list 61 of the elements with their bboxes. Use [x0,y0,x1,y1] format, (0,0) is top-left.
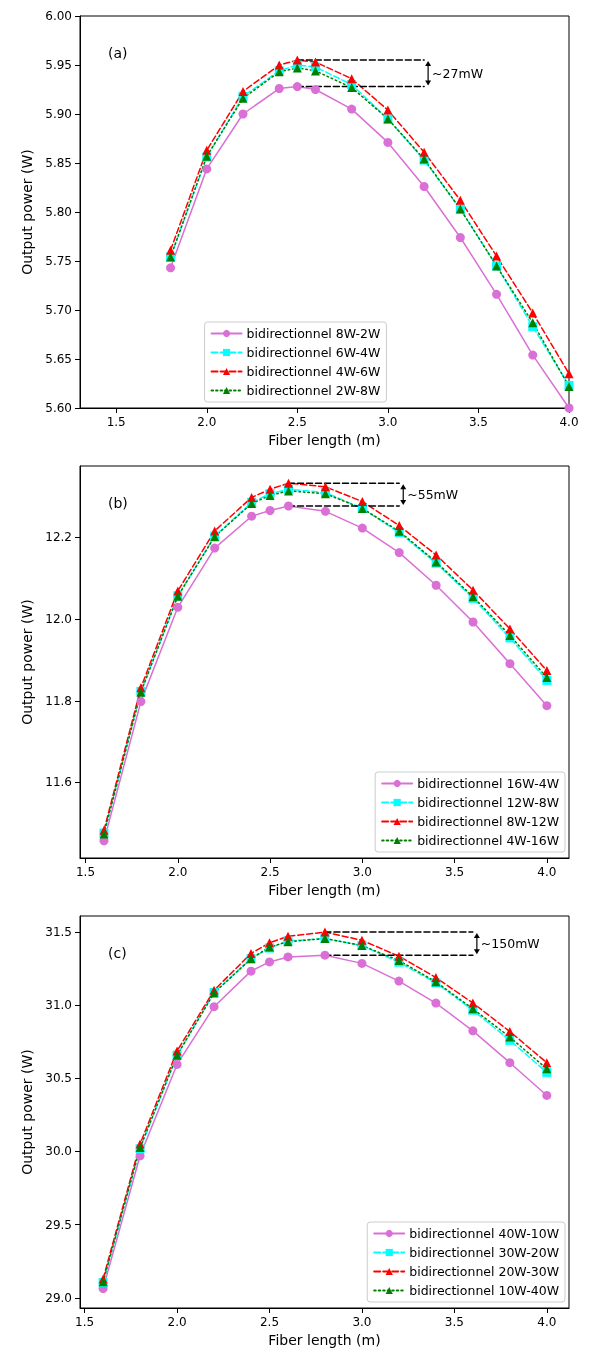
y-tick-label: 5.80 [45,205,72,219]
x-tick-label: 4.0 [537,865,557,879]
x-tick-label: 3.5 [445,865,465,879]
legend-label: bidirectionnel 30W-20W [409,1245,559,1260]
x-tick-label: 3.0 [378,415,398,429]
annotation: ~150mW [480,936,540,952]
x-tick-label: 1.5 [75,865,96,879]
x-tick-label: 1.5 [106,415,126,429]
y-tick-label: 5.90 [45,107,72,121]
annotation: (a) [108,45,128,61]
y-axis-title: Output power (W) [19,149,35,275]
x-tick-label: 1.5 [75,1315,95,1329]
y-axis-title: Output power (W) [19,1049,35,1175]
legend-label: bidirectionnel 8W-12W [417,814,559,829]
legend-label: bidirectionnel 2W-8W [246,383,381,398]
y-tick-label: 29.0 [45,1290,72,1305]
x-tick-label: 3.0 [352,1315,372,1329]
x-tick-label: 2.5 [260,865,280,879]
y-tick-label: 30.0 [45,1144,72,1159]
y-tick-label: 5.75 [45,254,72,268]
x-tick-label: 2.5 [287,415,307,429]
annotation: ~55mW [407,487,459,503]
legend-label: bidirectionnel 40W-10W [409,1226,559,1241]
x-axis-title: Fiber length (m) [268,881,381,898]
x-tick-label: 3.5 [468,415,488,429]
y-axis-title: Output power (W) [19,599,35,725]
y-tick-label: 30.5 [45,1071,72,1086]
x-axis-title: Fiber length (m) [268,431,381,448]
y-tick-label: 11.8 [45,693,72,708]
y-tick-label: 29.5 [45,1217,72,1232]
x-tick-label: 4.0 [559,415,579,429]
legend-label: bidirectionnel 20W-30W [409,1264,559,1279]
y-tick-label: 11.6 [45,775,72,790]
legend-label: bidirectionnel 6W-4W [246,345,381,360]
x-tick-label: 4.0 [537,1315,557,1329]
x-tick-label: 2.0 [168,865,188,879]
y-tick-label: 5.60 [45,401,72,415]
annotation: ~27mW [432,65,484,81]
legend-label: bidirectionnel 12W-8W [417,795,559,810]
annotation: (c) [108,945,127,961]
y-tick-label: 12.2 [45,530,72,545]
y-tick-label: 5.65 [45,352,72,366]
y-tick-label: 5.95 [45,58,72,72]
legend-label: bidirectionnel 4W-16W [417,833,559,848]
y-tick-label: 12.0 [45,612,72,627]
x-tick-label: 3.0 [352,865,372,879]
x-tick-label: 3.5 [444,1315,464,1329]
legend-label: bidirectionnel 16W-4W [417,776,559,791]
legend-label: bidirectionnel 8W-2W [246,326,381,341]
x-tick-label: 2.0 [167,1315,187,1329]
y-tick-label: 5.70 [45,303,72,317]
y-tick-label: 6.00 [45,9,72,23]
y-tick-label: 5.85 [45,156,72,170]
y-tick-label: 31.5 [45,925,72,940]
y-tick-label: 31.0 [45,998,72,1013]
x-axis-title: Fiber length (m) [268,1331,381,1348]
x-tick-label: 2.5 [259,1315,280,1329]
legend-label: bidirectionnel 10W-40W [409,1283,559,1298]
annotation: (b) [108,495,128,511]
x-tick-label: 2.0 [197,415,217,429]
legend-label: bidirectionnel 4W-6W [246,364,381,379]
